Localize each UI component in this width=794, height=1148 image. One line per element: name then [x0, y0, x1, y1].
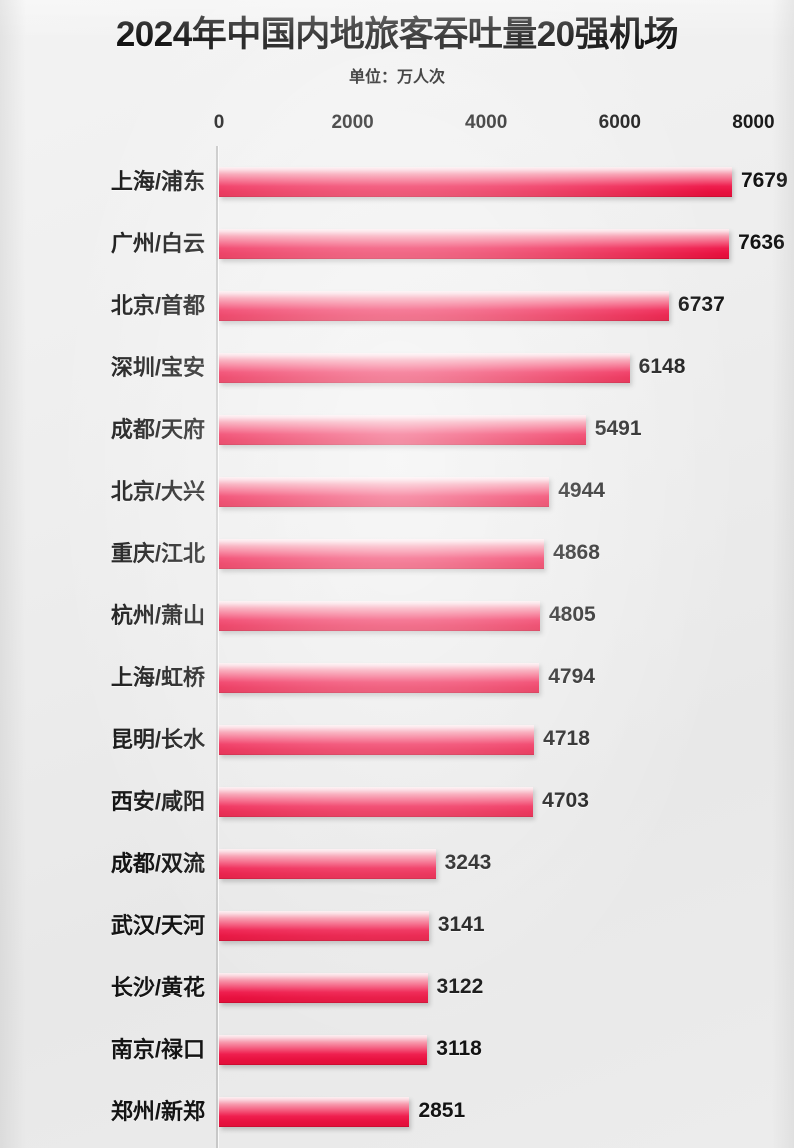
bar-value-label: 5491: [594, 417, 642, 440]
bar-fill: [219, 353, 630, 383]
bar-value-label: 6148: [638, 355, 686, 378]
bar: [219, 973, 428, 1003]
bar-fill: [219, 229, 730, 259]
bar-row: 郑州/新郑 2851: [0, 1096, 794, 1128]
bar: [219, 663, 540, 693]
bar-fill: [219, 539, 545, 569]
bar-fill: [219, 663, 540, 693]
bar-value-label: 4794: [548, 665, 595, 688]
bar-row: 成都/双流 3243: [0, 848, 794, 880]
bar-row: 成都/天府 5491: [0, 414, 794, 446]
bar-fill: [219, 787, 534, 817]
bar-row: 杭州/萧山 4805: [0, 600, 794, 632]
bar-fill: [219, 167, 732, 197]
bar-fill: [219, 911, 429, 941]
bar-value-label: 3243: [444, 851, 492, 874]
bar-fill: [219, 291, 670, 321]
bar-fill: [219, 477, 550, 507]
bar-category-label: 西安/咸阳: [110, 789, 205, 814]
bar: [219, 911, 429, 941]
bar-category-label: 成都/双流: [110, 851, 205, 876]
bar: [219, 725, 535, 755]
bar-value-label: 4703: [542, 789, 589, 812]
bar-fill: [219, 849, 436, 879]
bar-value-label: 3122: [436, 975, 484, 998]
bar: [219, 167, 732, 197]
bar: [219, 539, 545, 569]
bar-value-label: 2851: [418, 1099, 466, 1122]
bar-row: 北京/首都 6737: [0, 290, 794, 322]
bar-row: 长沙/黄花 3122: [0, 972, 794, 1004]
bar-fill: [219, 1035, 428, 1065]
bar-value-label: 7679: [740, 169, 788, 192]
bar-value-label: 4868: [553, 541, 600, 564]
bar-category-label: 长沙/黄花: [110, 975, 205, 1000]
bar-value-label: 4718: [543, 727, 590, 750]
bar: [219, 849, 436, 879]
bar-value-label: 4944: [558, 479, 605, 502]
bar: [219, 415, 586, 445]
bar-category-label: 武汉/天河: [110, 913, 205, 938]
bar-row: 西安/咸阳 4703: [0, 786, 794, 818]
bar-fill: [219, 601, 540, 631]
bar-category-label: 南京/禄口: [110, 1037, 205, 1062]
bar-row: 昆明/长水 4718: [0, 724, 794, 756]
bar-category-label: 广州/白云: [110, 231, 205, 256]
bar: [219, 1097, 410, 1127]
bar-fill: [219, 1097, 410, 1127]
bar-row: 上海/浦东 7679: [0, 166, 794, 198]
bar-category-label: 郑州/新郑: [110, 1099, 205, 1124]
bar-row: 重庆/江北 4868: [0, 538, 794, 570]
bar-row: 广州/白云 7636: [0, 228, 794, 260]
bar-row: 武汉/天河 3141: [0, 910, 794, 942]
bar-category-label: 上海/虹桥: [110, 665, 205, 690]
bar: [219, 229, 730, 259]
bar-value-label: 6737: [678, 293, 725, 316]
bar-category-label: 昆明/长水: [110, 727, 205, 752]
bar: [219, 477, 550, 507]
bar-category-label: 杭州/萧山: [110, 603, 205, 628]
bar-category-label: 重庆/江北: [110, 541, 205, 566]
bar-row: 北京/大兴 4944: [0, 476, 794, 508]
bar-fill: [219, 415, 586, 445]
bar-category-label: 上海/浦东: [110, 169, 205, 194]
bar: [219, 787, 534, 817]
bar-fill: [219, 973, 428, 1003]
bar: [219, 1035, 428, 1065]
bar-value-label: 3118: [436, 1037, 482, 1060]
bar-row: 深圳/宝安 6148: [0, 352, 794, 384]
bar: [219, 353, 630, 383]
bar-category-label: 成都/天府: [110, 417, 205, 442]
bar-value-label: 7636: [738, 231, 785, 254]
bar: [219, 601, 540, 631]
bar-value-label: 4805: [548, 603, 596, 626]
bar-fill: [219, 725, 535, 755]
bar-row: 上海/虹桥 4794: [0, 662, 794, 694]
bar-value-label: 3141: [437, 913, 485, 936]
bar-category-label: 深圳/宝安: [110, 355, 205, 380]
bar-category-label: 北京/大兴: [110, 479, 205, 504]
bar-category-label: 北京/首都: [110, 293, 205, 318]
bar-row: 南京/禄口 3118: [0, 1034, 794, 1066]
bar: [219, 291, 670, 321]
